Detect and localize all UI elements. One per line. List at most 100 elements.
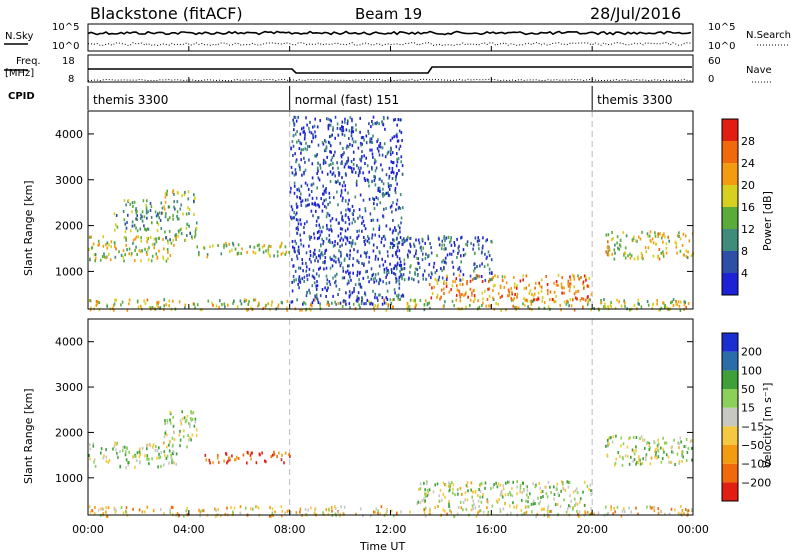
heatmap-cell xyxy=(115,448,117,452)
heatmap-cell xyxy=(301,199,304,203)
heatmap-cell xyxy=(342,196,344,200)
heatmap-cell xyxy=(350,278,352,282)
heatmap-cell xyxy=(605,505,607,509)
heatmap-cell xyxy=(689,439,692,443)
heatmap-cell xyxy=(399,274,402,278)
heatmap-cell xyxy=(377,509,379,513)
heatmap-cell xyxy=(388,166,391,170)
heatmap-cell xyxy=(310,131,313,135)
heatmap-cell xyxy=(637,255,639,259)
heatmap-cell xyxy=(344,229,347,233)
heatmap-cell xyxy=(351,137,354,141)
heatmap-cell xyxy=(115,223,117,227)
heatmap-cell xyxy=(648,448,651,452)
heatmap-cell xyxy=(123,235,126,239)
heatmap-cell xyxy=(457,267,459,271)
heatmap-cell xyxy=(607,440,609,444)
heatmap-cell xyxy=(97,243,100,247)
heatmap-cell xyxy=(300,192,302,196)
heatmap-cell xyxy=(137,305,140,309)
heatmap-cell xyxy=(132,507,134,511)
heatmap-cell xyxy=(364,209,367,213)
heatmap-cell xyxy=(350,134,353,138)
heatmap-cell xyxy=(92,242,95,246)
heatmap-cell xyxy=(329,170,332,174)
heatmap-cell xyxy=(466,280,468,283)
heatmap-cell xyxy=(683,445,686,448)
heatmap-cell xyxy=(126,220,128,224)
heatmap-cell xyxy=(292,144,295,148)
heatmap-cell xyxy=(131,224,134,228)
heatmap-cell xyxy=(144,454,146,458)
heatmap-cell xyxy=(368,197,371,201)
heatmap-cell xyxy=(286,306,288,310)
heatmap-cell xyxy=(682,232,685,236)
heatmap-cell xyxy=(234,458,237,462)
heatmap-cell xyxy=(620,436,623,440)
heatmap-cell xyxy=(377,188,379,192)
heatmap-cell xyxy=(344,299,347,303)
heatmap-cell xyxy=(269,506,271,510)
heatmap-cell xyxy=(469,287,472,291)
heatmap-cell xyxy=(360,143,362,147)
heatmap-cell xyxy=(520,509,523,512)
heatmap-cell xyxy=(309,253,312,257)
heatmap-cell xyxy=(154,210,157,214)
time-axis: 00:00 04:00 08:00 12:00 16:00 20:00 00:00 xyxy=(72,46,709,536)
heatmap-cell xyxy=(128,450,130,454)
heatmap-cell xyxy=(482,244,484,248)
heatmap-cell xyxy=(610,305,612,308)
heatmap-cell xyxy=(224,512,227,516)
heatmap-cell xyxy=(374,510,376,514)
colorbar-tick-label: 4 xyxy=(741,267,748,280)
colorbar-tick-label: 15 xyxy=(741,402,755,415)
heatmap-cell xyxy=(328,233,331,237)
heatmap-cell xyxy=(377,298,379,302)
heatmap-cell xyxy=(685,306,687,309)
heatmap-cell xyxy=(605,233,608,237)
heatmap-cell xyxy=(298,196,301,200)
heatmap-cell xyxy=(685,438,688,441)
heatmap-cell xyxy=(334,300,336,304)
heatmap-cell xyxy=(318,267,320,271)
heatmap-cell xyxy=(176,200,179,204)
heatmap-cell xyxy=(199,514,201,518)
heatmap-cell xyxy=(606,444,608,448)
heatmap-cell xyxy=(478,247,480,251)
heatmap-cell xyxy=(232,510,234,514)
heatmap-cell xyxy=(390,146,392,150)
heatmap-cell xyxy=(386,289,389,293)
heatmap-cell xyxy=(607,244,609,248)
heatmap-cell xyxy=(308,273,310,277)
heatmap-cell xyxy=(334,512,337,516)
heatmap-cell xyxy=(215,508,217,512)
heatmap-cell xyxy=(341,199,344,203)
heatmap-cell xyxy=(390,509,393,513)
heatmap-cell xyxy=(646,232,649,236)
heatmap-cell xyxy=(168,229,171,233)
heatmap-cell xyxy=(430,246,432,250)
heatmap-cell xyxy=(343,299,345,303)
heatmap-cell xyxy=(187,197,190,201)
heatmap-cell xyxy=(417,280,420,284)
heatmap-cell xyxy=(227,303,229,307)
heatmap-cell xyxy=(436,282,439,285)
heatmap-cell xyxy=(613,463,616,467)
heatmap-cell xyxy=(188,421,190,425)
heatmap-cell xyxy=(538,502,540,505)
heatmap-cell xyxy=(303,172,305,176)
heatmap-cell xyxy=(349,293,352,297)
heatmap-cell xyxy=(372,196,374,200)
heatmap-cell xyxy=(459,299,462,303)
beam-title: Beam 19 xyxy=(355,5,422,23)
heatmap-cell xyxy=(179,444,181,448)
heatmap-cell xyxy=(563,300,566,304)
heatmap-cell xyxy=(318,236,320,240)
heatmap-cell xyxy=(312,298,315,302)
heatmap-cell xyxy=(461,293,463,296)
heatmap-cell xyxy=(322,161,325,165)
y-tick-label: 3000 xyxy=(55,381,83,394)
heatmap-cell xyxy=(160,464,162,468)
heatmap-cell xyxy=(664,303,666,307)
heatmap-cell xyxy=(304,132,306,136)
